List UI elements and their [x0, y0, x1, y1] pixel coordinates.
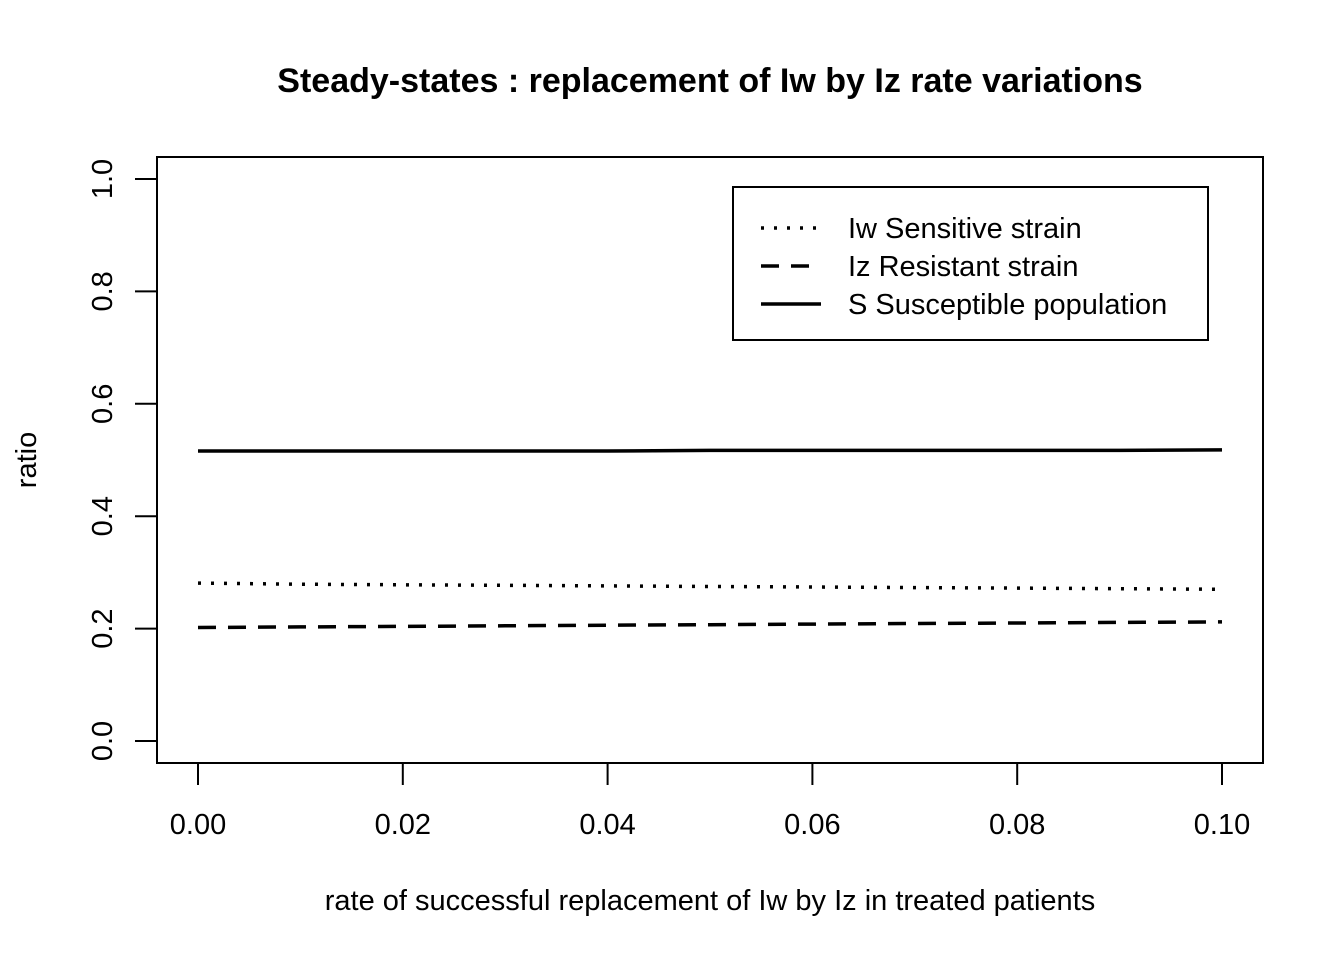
- x-axis: 0.00 0.02 0.04 0.06 0.08 0.10: [170, 762, 1250, 841]
- x-tick-label: 0.06: [784, 809, 840, 841]
- x-axis-label: rate of successful replacement of Iw by …: [325, 885, 1096, 917]
- x-tick-label: 0.02: [375, 809, 431, 841]
- series-layer: [197, 448, 1223, 630]
- x-tick-label: 0.10: [1194, 809, 1250, 841]
- y-tick-label: 1.0: [87, 159, 119, 199]
- legend: Iw Sensitive strain Iz Resistant strain S …: [732, 186, 1209, 341]
- series-line-2: [198, 448, 1223, 453]
- legend-label-2: S Susceptible population: [848, 289, 1167, 321]
- x-tick-label: 0.00: [170, 809, 226, 841]
- legend-box: [732, 186, 1209, 341]
- x-tick-label: 0.08: [989, 809, 1045, 841]
- x-tick-label: 0.04: [579, 809, 635, 841]
- y-axis: 0.0 0.2 0.4 0.6 0.8 1.0: [87, 159, 158, 761]
- legend-label-0: Iw Sensitive strain: [848, 213, 1082, 245]
- series-line-1: [197, 620, 1223, 630]
- y-tick-label: 0.2: [87, 608, 119, 648]
- legend-label-1: Iz Resistant strain: [848, 251, 1078, 283]
- y-tick-label: 0.0: [87, 721, 119, 761]
- y-tick-label: 0.8: [87, 271, 119, 311]
- chart-title: Steady-states : replacement of Iw by Iz …: [277, 62, 1142, 100]
- y-axis-label: ratio: [11, 432, 43, 488]
- series-line-0: [197, 581, 1223, 592]
- y-tick-label: 0.6: [87, 384, 119, 424]
- y-tick-label: 0.4: [87, 496, 119, 536]
